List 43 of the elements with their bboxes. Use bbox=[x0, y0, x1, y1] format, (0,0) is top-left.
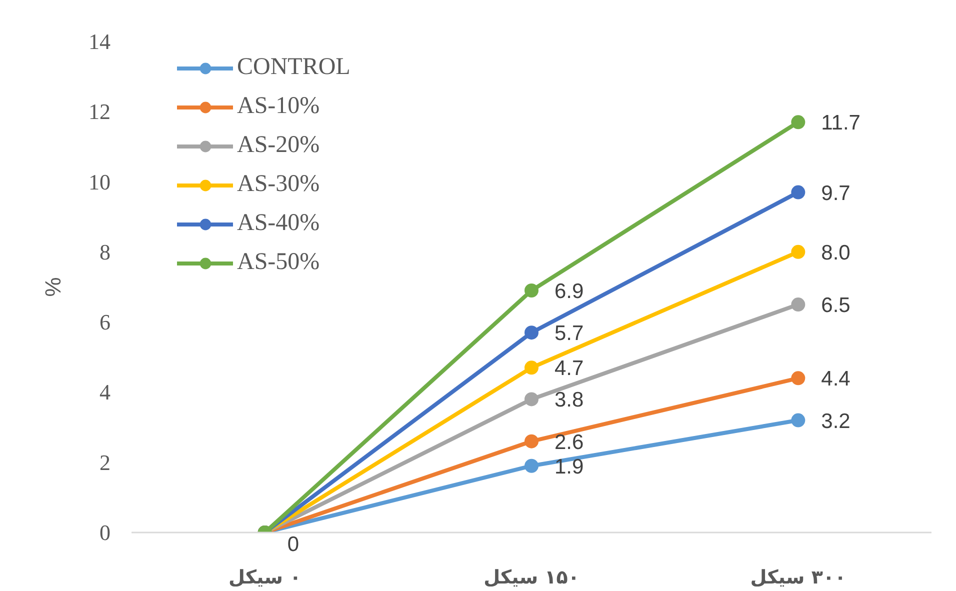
y-axis-title: % bbox=[40, 277, 66, 297]
y-tick-label: 6 bbox=[100, 310, 110, 335]
y-tick-label: 14 bbox=[88, 29, 110, 54]
data-label: 2.6 bbox=[554, 430, 584, 454]
point bbox=[791, 298, 806, 312]
y-tick-label: 8 bbox=[100, 239, 110, 264]
point bbox=[524, 434, 538, 448]
data-label: 9.7 bbox=[821, 182, 850, 205]
point bbox=[524, 284, 538, 298]
point bbox=[524, 360, 538, 375]
y-tick-label: 4 bbox=[100, 380, 110, 405]
data-label: 0 bbox=[287, 533, 300, 557]
legend-label: AS-40% bbox=[237, 210, 320, 237]
data-label: 4.7 bbox=[554, 357, 584, 380]
legend-label: AS-10% bbox=[237, 93, 320, 120]
x-tick-label: ۱۵۰ سیکل bbox=[484, 566, 580, 588]
point bbox=[791, 244, 806, 259]
data-label: 3.8 bbox=[554, 388, 584, 412]
data-label: 8.0 bbox=[821, 241, 850, 264]
x-tick-label: ۰ سیکل bbox=[228, 566, 302, 588]
data-label: 6.9 bbox=[554, 280, 584, 304]
y-tick-label: 12 bbox=[88, 99, 110, 124]
data-label: 6.5 bbox=[821, 294, 850, 318]
point bbox=[524, 458, 538, 473]
legend-label: AS-30% bbox=[237, 171, 320, 198]
point bbox=[791, 185, 806, 200]
legend-label: CONTROL bbox=[237, 54, 350, 81]
data-label: 5.7 bbox=[554, 322, 584, 346]
y-tick-label: 2 bbox=[100, 450, 110, 475]
point bbox=[791, 115, 806, 130]
data-label: 1.9 bbox=[554, 455, 584, 478]
data-label: 3.2 bbox=[821, 410, 850, 433]
legend-label: AS-50% bbox=[237, 249, 320, 276]
point bbox=[524, 326, 538, 340]
point bbox=[791, 371, 806, 386]
point bbox=[524, 392, 538, 406]
x-tick-label: ۳۰۰ سیکل bbox=[750, 566, 846, 588]
data-label: 4.4 bbox=[821, 368, 851, 391]
point bbox=[791, 413, 806, 428]
y-tick-label: 0 bbox=[100, 520, 110, 545]
legend-label: AS-20% bbox=[237, 132, 320, 159]
data-label: 11.7 bbox=[821, 112, 860, 135]
y-tick-label: 10 bbox=[88, 169, 110, 194]
